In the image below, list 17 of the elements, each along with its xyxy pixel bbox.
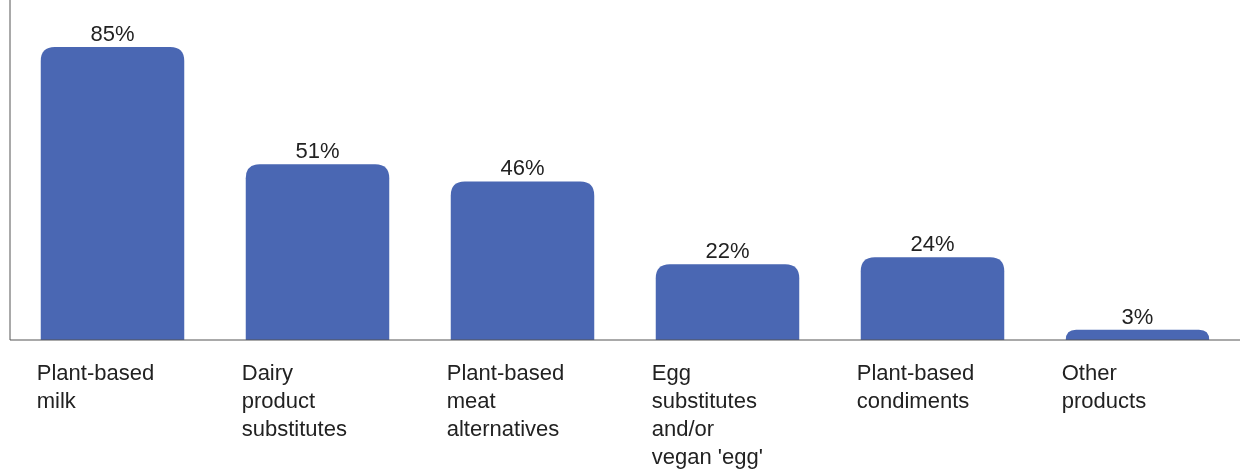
x-tick-label: Plant-based milk [36,360,155,413]
bar [860,257,1005,340]
data-label: 51% [295,138,340,164]
x-tick-label: Plant-based meat alternatives [446,360,565,441]
data-label: 3% [1121,303,1154,329]
x-tick-label: Dairy product substitutes [241,360,347,441]
bar [245,164,390,340]
x-tick-label: Plant-based condiments [856,360,975,413]
bar [40,46,185,340]
bar [450,181,595,340]
data-label: 24% [910,231,955,257]
data-label: 22% [705,238,750,264]
x-tick-label: Egg substitutes and/or vegan 'egg' [651,360,763,469]
bar [655,264,800,340]
x-tick-label: Other products [1061,360,1147,413]
data-label: 46% [500,155,545,181]
data-label: 85% [90,20,135,46]
